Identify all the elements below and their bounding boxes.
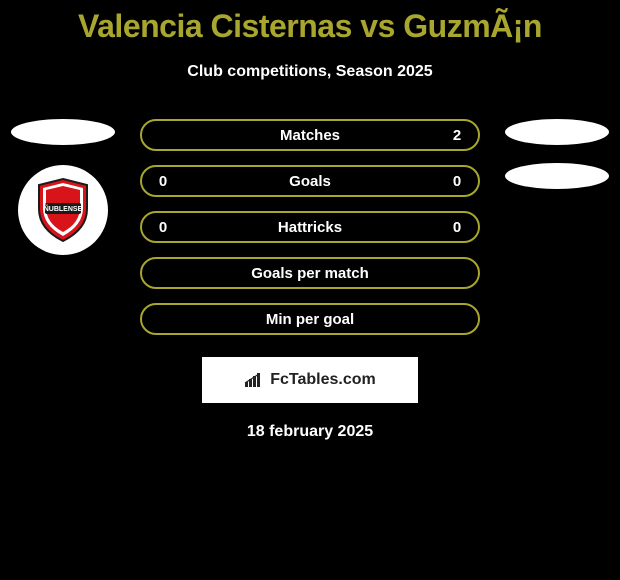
club-placeholder-ellipse [505, 163, 609, 189]
player-placeholder-ellipse [505, 119, 609, 145]
bar-chart-icon [244, 372, 264, 388]
left-player-column: ÑUBLENSE [8, 119, 118, 255]
comparison-area: ÑUBLENSE Matches 2 0 Goals 0 0 Hattricks… [0, 119, 620, 441]
stat-right-value: 0 [450, 173, 464, 190]
stat-rows: Matches 2 0 Goals 0 0 Hattricks 0 Goals … [140, 119, 480, 335]
page-title: Valencia Cisternas vs GuzmÃ¡n [0, 0, 620, 45]
player-placeholder-ellipse [11, 119, 115, 145]
stat-left-value: 0 [156, 173, 170, 190]
right-player-column [502, 119, 612, 207]
stat-label: Goals [170, 173, 450, 190]
source-label: FcTables.com [270, 371, 376, 389]
stat-row-hattricks: 0 Hattricks 0 [140, 211, 480, 243]
stat-right-value: 0 [450, 219, 464, 236]
stat-label: Hattricks [170, 219, 450, 236]
stat-row-goals: 0 Goals 0 [140, 165, 480, 197]
stat-label: Matches [170, 127, 450, 144]
subtitle: Club competitions, Season 2025 [0, 63, 620, 81]
svg-text:ÑUBLENSE: ÑUBLENSE [44, 204, 83, 213]
stat-label: Min per goal [156, 311, 464, 328]
stat-row-matches: Matches 2 [140, 119, 480, 151]
stat-label: Goals per match [156, 265, 464, 282]
date-label: 18 february 2025 [0, 423, 620, 441]
club-badge: ÑUBLENSE [18, 165, 108, 255]
stat-row-goals-per-match: Goals per match [140, 257, 480, 289]
stat-right-value: 2 [450, 127, 464, 144]
stat-row-min-per-goal: Min per goal [140, 303, 480, 335]
stat-left-value: 0 [156, 219, 170, 236]
source-badge: FcTables.com [202, 357, 418, 403]
shield-icon: ÑUBLENSE [33, 177, 93, 243]
